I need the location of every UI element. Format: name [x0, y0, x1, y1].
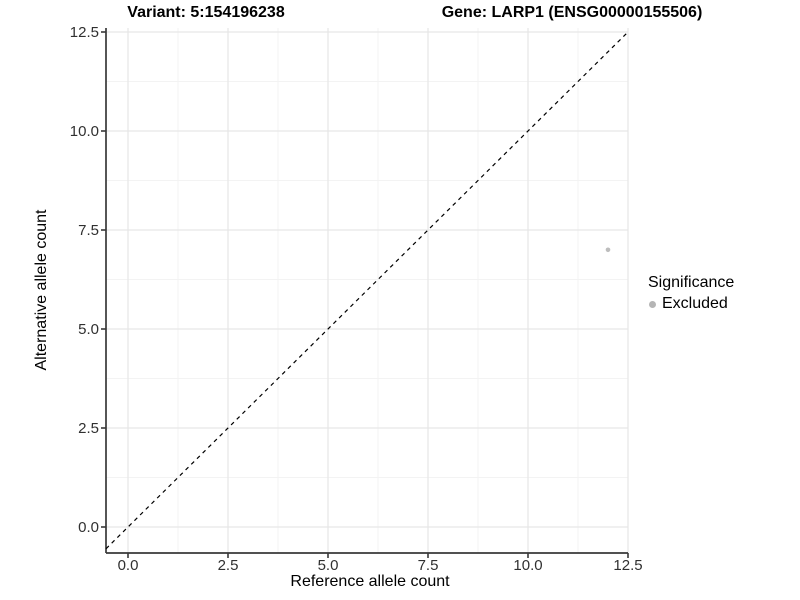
x-axis-title: Reference allele count — [290, 573, 450, 590]
plot-title-gene: Gene: LARP1 (ENSG00000155506) — [441, 4, 703, 21]
identity-reference-line — [105, 31, 629, 550]
excluded-point-icon — [649, 300, 656, 308]
x-tick-label: 12.5 — [613, 557, 642, 574]
x-tick-label: 10.0 — [513, 557, 542, 574]
y-tick-label: 5.0 — [78, 321, 99, 338]
y-axis-title: Alternative allele count — [33, 209, 50, 371]
x-tick-label: 0.0 — [118, 557, 139, 574]
x-tick-label: 5.0 — [318, 557, 339, 574]
legend-item-label: Excluded — [662, 295, 728, 312]
y-tick-label: 12.5 — [70, 24, 99, 41]
y-tick-label: 7.5 — [78, 222, 99, 239]
y-tick-label: 10.0 — [70, 123, 99, 140]
x-tick-label: 2.5 — [218, 557, 239, 574]
y-tick-label: 0.0 — [78, 519, 99, 536]
legend-title: Significance — [648, 274, 735, 291]
legend-item-excluded: Excluded — [648, 295, 734, 313]
x-tick-label: 7.5 — [418, 557, 439, 574]
plot-title-variant: Variant: 5:154196238 — [127, 4, 285, 21]
legend: Significance Excluded — [648, 274, 734, 313]
y-tick-label: 2.5 — [78, 420, 99, 437]
data-point — [605, 247, 611, 253]
